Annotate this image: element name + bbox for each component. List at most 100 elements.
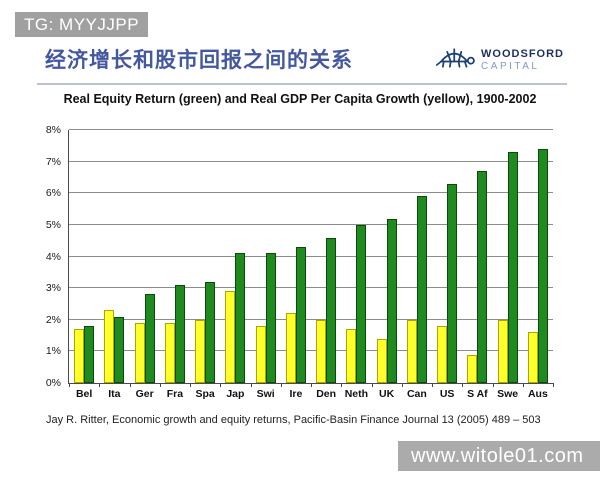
bar-gdp-growth-can: [406, 319, 417, 383]
slide-title: 经济增长和股市回报之间的关系: [45, 49, 353, 72]
bar-gdp-growth-den: [316, 319, 327, 383]
bar-gdp-growth-ire: [285, 313, 296, 383]
x-axis-tick: [190, 383, 191, 387]
bar-equity-return-can: [416, 196, 427, 383]
bar-equity-return-spa: [205, 281, 216, 383]
watermark-top-text: TG: MYYJJPP: [24, 15, 140, 34]
bar-gdp-growth-aus: [527, 332, 538, 383]
y-tick-label-0%: 0%: [45, 377, 61, 389]
source-citation: Jay R. Ritter, Economic growth and equit…: [46, 414, 541, 426]
y-tick-label-8%: 8%: [45, 124, 61, 136]
bar-group-den: Den: [311, 130, 341, 400]
y-tick-label-6%: 6%: [45, 187, 61, 200]
x-tick-label-swe: Swe: [497, 388, 519, 400]
logo-subtitle: CAPITAL: [481, 61, 540, 73]
x-tick-label-spa: Spa: [195, 388, 215, 400]
bar-chart-plot-area: 0% 1% 2% 3% 4% 5% 6% 7% 8% Bel Ita Ger Fra Spa Jap Swi…: [46, 124, 554, 400]
x-tick-label-ger: Ger: [135, 388, 154, 400]
turtle-icon: [435, 44, 477, 77]
bar-gdp-growth-ita: [104, 310, 115, 383]
y-tick-label-2%: 2%: [45, 313, 61, 326]
bar-group-neth: Neth: [341, 130, 371, 400]
x-axis-tick: [522, 383, 524, 387]
y-tick-label-3%: 3%: [45, 282, 61, 295]
bar-equity-return-den: [326, 237, 337, 383]
bar-gdp-growth-swi: [255, 326, 266, 383]
x-tick-label-bel: Bel: [75, 388, 93, 400]
logo-text: WOODSFORD CAPITAL: [481, 48, 564, 72]
x-axis-tick: [99, 383, 101, 387]
bar-group-jap: Jap: [220, 130, 250, 400]
y-tick-label-7%: 7%: [45, 155, 61, 168]
bar-gdp-growth-jap: [225, 291, 236, 383]
bar-equity-return-aus: [537, 148, 548, 383]
bar-equity-return-neth: [356, 224, 367, 383]
woodsford-capital-logo: WOODSFORD CAPITAL: [435, 44, 564, 77]
x-tick-label-den: Den: [316, 388, 337, 400]
y-tick-label-4%: 4%: [45, 250, 61, 263]
bar-equity-return-ger: [144, 294, 155, 383]
gridline-2%: [69, 318, 553, 320]
bar-group-swi: Swi: [251, 130, 281, 400]
gridline-7%: [69, 160, 553, 162]
x-axis-tick: [462, 383, 464, 387]
bar-equity-return-fra: [174, 284, 185, 383]
bar-group-fra: Fra: [160, 130, 190, 400]
gridline-1%: [69, 350, 553, 352]
bar-equity-return-swe: [507, 152, 518, 383]
bar-gdp-growth-uk: [376, 338, 387, 383]
watermark-top: TG: MYYJJPP: [15, 12, 148, 37]
x-tick-label-uk: UK: [379, 388, 395, 400]
gridline-4%: [69, 255, 553, 257]
bar-equity-return-us: [447, 183, 458, 383]
bar-equity-return-ire: [295, 247, 306, 383]
x-tick-label-s-af: S Af: [467, 388, 488, 400]
bar-group-spa: Spa: [190, 130, 220, 400]
x-axis-tick: [220, 383, 222, 387]
bar-gdp-growth-s-af: [467, 354, 478, 383]
gridline-8%: [69, 129, 553, 130]
logo-name: WOODSFORD: [481, 48, 564, 61]
bar-equity-return-uk: [386, 218, 397, 383]
bar-group-s-af: S Af: [462, 130, 492, 400]
chart-title: Real Equity Return (green) and Real GDP …: [63, 92, 537, 106]
bar-equity-return-bel: [84, 326, 95, 383]
bar-group-ita: Ita: [99, 130, 129, 400]
gridline-3%: [69, 287, 553, 289]
x-axis-tick: [250, 383, 252, 387]
gridline-5%: [69, 223, 553, 225]
bar-equity-return-ita: [114, 316, 125, 383]
bar-group-ire: Ire: [281, 130, 311, 400]
bar-group-aus: Aus: [523, 130, 553, 400]
bar-equity-return-jap: [235, 253, 246, 383]
gridline-6%: [69, 192, 553, 194]
x-tick-label-us: US: [439, 388, 455, 400]
bar-group-ger: Ger: [130, 130, 160, 400]
bar-group-can: Can: [402, 130, 432, 400]
x-tick-label-can: Can: [406, 388, 427, 400]
bar-equity-return-swi: [265, 253, 276, 383]
x-axis-tick: [371, 383, 373, 387]
x-axis-tick: [492, 383, 494, 387]
x-axis-tick: [129, 383, 131, 387]
watermark-bottom: www.witole01.com: [398, 441, 600, 471]
watermark-bottom-text: www.witole01.com: [411, 445, 584, 467]
y-tick-label-1%: 1%: [45, 345, 61, 358]
x-axis-tick: [69, 383, 70, 387]
x-axis-tick: [401, 383, 403, 387]
x-axis-tick: [311, 383, 312, 387]
x-tick-label-fra: Fra: [166, 388, 184, 400]
bar-equity-return-s-af: [477, 171, 488, 383]
bar-group-uk: UK: [372, 130, 402, 400]
bar-group-us: US: [432, 130, 462, 400]
x-axis-tick: [432, 383, 433, 387]
x-tick-label-swi: Swi: [256, 388, 275, 400]
y-tick-label-5%: 5%: [45, 218, 61, 231]
bar-gdp-growth-fra: [164, 322, 175, 383]
x-tick-label-ire: Ire: [289, 388, 303, 400]
bar-gdp-growth-swe: [497, 319, 508, 383]
x-tick-label-neth: Neth: [344, 388, 369, 400]
bar-gdp-growth-ger: [134, 322, 145, 383]
title-divider: [37, 83, 567, 85]
x-tick-label-ita: Ita: [108, 388, 121, 400]
